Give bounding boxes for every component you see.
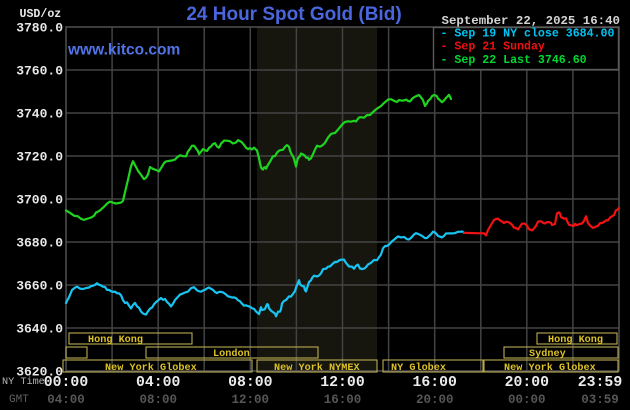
svg-text:- Sep 19 NY close 3684.00: - Sep 19 NY close 3684.00 xyxy=(441,27,615,40)
svg-text:04:00: 04:00 xyxy=(136,375,181,391)
svg-text:Hong Kong: Hong Kong xyxy=(548,335,603,346)
svg-text:- Sep 22 Last 3746.60: - Sep 22 Last 3746.60 xyxy=(441,54,587,67)
svg-text:- Sep 21 Sunday: - Sep 21 Sunday xyxy=(441,41,545,54)
svg-text:00:00: 00:00 xyxy=(44,375,89,391)
svg-text:23:59: 23:59 xyxy=(578,375,622,391)
svg-text:New York NYMEX: New York NYMEX xyxy=(274,362,360,374)
svg-text:3720.0: 3720.0 xyxy=(16,150,63,165)
svg-text:3660.0: 3660.0 xyxy=(16,279,63,294)
svg-text:08:00: 08:00 xyxy=(139,393,177,407)
svg-text:3620.0: 3620.0 xyxy=(16,365,63,380)
svg-text:08:00: 08:00 xyxy=(228,375,273,391)
svg-text:03:59: 03:59 xyxy=(581,393,619,407)
svg-text:04:00: 04:00 xyxy=(47,393,85,407)
svg-text:3740.0: 3740.0 xyxy=(16,107,63,122)
svg-text:September 22, 2025 16:40: September 22, 2025 16:40 xyxy=(442,14,620,28)
svg-text:12:00: 12:00 xyxy=(320,375,365,391)
svg-text:3760.0: 3760.0 xyxy=(16,64,63,79)
svg-text:3640.0: 3640.0 xyxy=(16,322,63,337)
svg-text:Hong Kong: Hong Kong xyxy=(88,335,143,346)
svg-text:3700.0: 3700.0 xyxy=(16,193,63,208)
svg-text:USD/oz: USD/oz xyxy=(20,8,62,21)
svg-text:12:00: 12:00 xyxy=(232,393,270,407)
svg-text:24 Hour Spot Gold (Bid): 24 Hour Spot Gold (Bid) xyxy=(186,4,401,25)
svg-text:16:00: 16:00 xyxy=(324,393,362,407)
svg-text:New York Globex: New York Globex xyxy=(105,362,197,374)
svg-text:New York Globex: New York Globex xyxy=(504,362,596,374)
svg-text:20:00: 20:00 xyxy=(416,393,454,407)
svg-text:16:00: 16:00 xyxy=(412,375,457,391)
svg-text:3680.0: 3680.0 xyxy=(16,236,63,251)
svg-text:3780.0: 3780.0 xyxy=(16,21,63,36)
svg-text:London: London xyxy=(213,348,250,360)
svg-text:00:00: 00:00 xyxy=(508,393,546,407)
svg-text:NY Time: NY Time xyxy=(2,376,45,388)
svg-text:NY Globex: NY Globex xyxy=(391,362,446,374)
svg-text:www.kitco.com: www.kitco.com xyxy=(67,41,180,58)
svg-text:20:00: 20:00 xyxy=(505,375,550,391)
svg-text:GMT: GMT xyxy=(9,394,29,406)
svg-text:Sydney: Sydney xyxy=(529,348,566,360)
